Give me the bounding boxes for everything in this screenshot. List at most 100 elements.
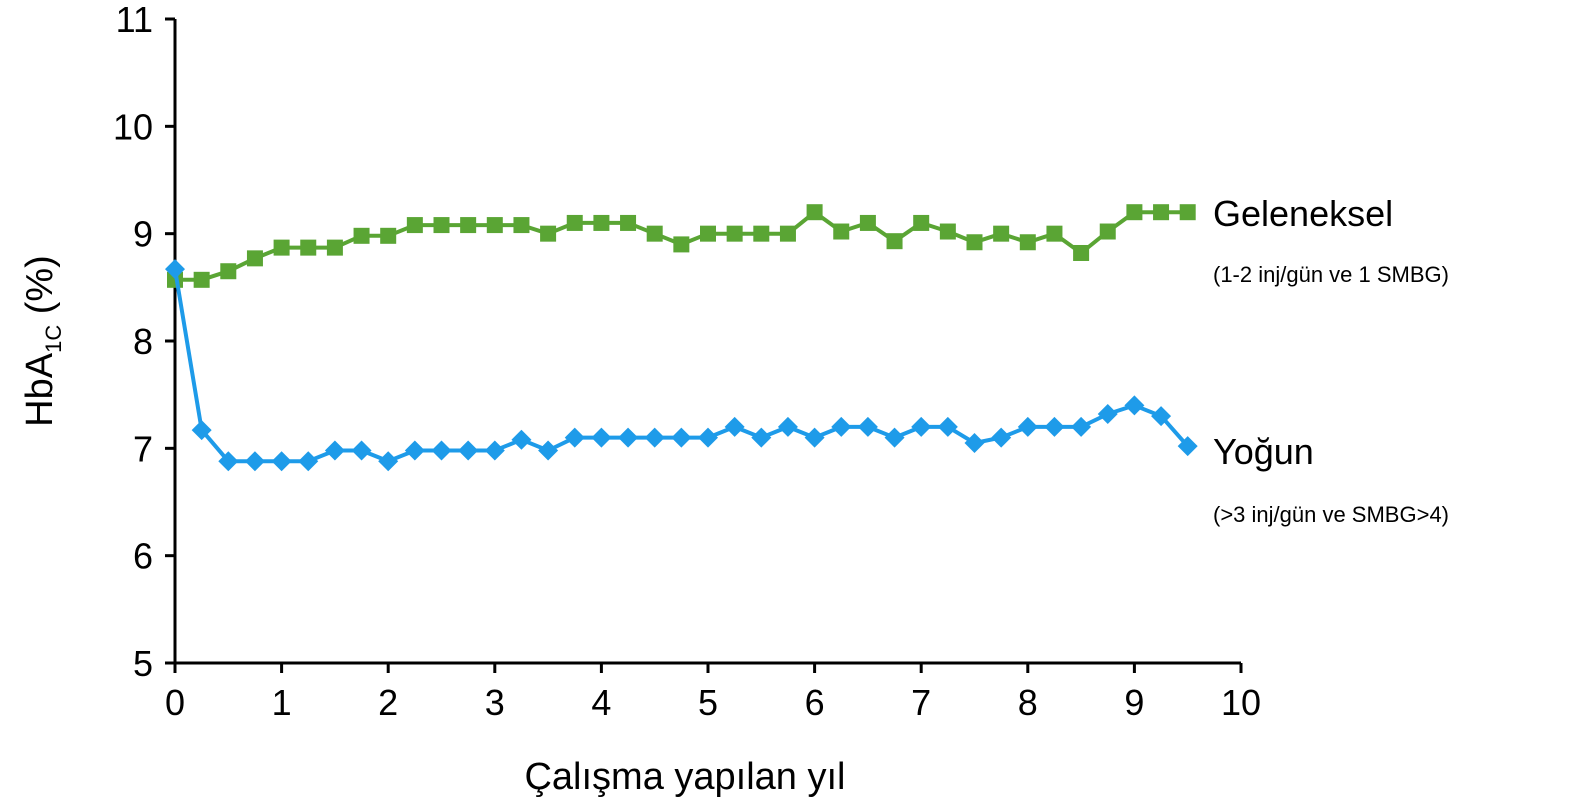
x-tick-label: 0 [165, 682, 185, 723]
x-tick-label: 10 [1221, 682, 1261, 723]
data-point [1177, 436, 1198, 457]
x-tick-label: 9 [1124, 682, 1144, 723]
data-point [966, 234, 983, 251]
data-point [698, 427, 718, 448]
data-point [591, 427, 612, 448]
data-point [298, 451, 319, 472]
data-point [1071, 416, 1092, 437]
data-point [326, 239, 343, 256]
y-tick-label: 8 [133, 321, 153, 362]
data-point [1073, 244, 1090, 261]
data-point [620, 214, 637, 231]
series-1 [165, 259, 1198, 472]
data-point [1126, 204, 1143, 221]
x-tick-label: 7 [911, 682, 931, 723]
y-axis-title-suffix: (%) [19, 255, 61, 325]
data-point [1151, 406, 1172, 427]
data-point [351, 440, 372, 461]
data-point [460, 217, 477, 234]
data-point [859, 214, 876, 231]
y-tick-label: 7 [133, 428, 153, 469]
y-tick-label: 11 [116, 0, 153, 40]
data-point [833, 223, 850, 240]
y-tick-label: 9 [133, 214, 153, 255]
series-layer [165, 204, 1198, 472]
data-point [564, 427, 585, 448]
data-point [246, 250, 263, 267]
data-point [777, 416, 798, 437]
svg-text:HbA1C (%): HbA1C (%) [19, 255, 66, 427]
data-point [806, 204, 823, 221]
data-point [964, 432, 985, 453]
data-point [1124, 395, 1145, 416]
data-point [458, 440, 479, 461]
data-point [353, 227, 370, 244]
x-tick-label: 4 [591, 682, 611, 723]
data-point [673, 236, 690, 253]
data-point [779, 225, 796, 242]
x-axis-title: Çalışma yapılan yıl [524, 756, 845, 798]
data-point [991, 427, 1012, 448]
series-name-label: Geleneksel [1213, 193, 1393, 234]
y-axis-title-prefix: HbA [19, 352, 61, 427]
data-point [993, 225, 1010, 242]
x-tick-label: 5 [698, 682, 718, 723]
data-point [484, 440, 505, 461]
data-point [726, 225, 743, 242]
data-point [378, 451, 399, 472]
x-tick-label: 6 [805, 682, 825, 723]
data-point [751, 427, 772, 448]
x-tick-label: 8 [1018, 682, 1038, 723]
data-point [1044, 416, 1065, 437]
data-point [300, 239, 317, 256]
data-point [271, 451, 292, 472]
data-point [1017, 416, 1038, 437]
data-point [433, 217, 450, 234]
data-point [886, 233, 903, 250]
data-point [939, 223, 956, 240]
series-name-label: Yoğun [1213, 431, 1314, 472]
data-point [1179, 204, 1196, 221]
y-axis-title: HbA1C (%) [19, 255, 66, 427]
data-point [380, 227, 397, 244]
data-point [404, 440, 425, 461]
data-point [486, 217, 503, 234]
data-point [857, 416, 878, 437]
data-point [724, 416, 745, 437]
y-axis-title-subscript: 1C [41, 325, 66, 353]
data-point [165, 259, 185, 280]
data-point [646, 225, 663, 242]
data-point [244, 451, 265, 472]
data-point [273, 239, 290, 256]
data-point [1099, 223, 1116, 240]
series-0 [167, 204, 1196, 288]
y-tick-label: 5 [133, 643, 153, 684]
data-point [831, 416, 852, 437]
data-point [220, 263, 237, 280]
data-point [1153, 204, 1170, 221]
data-point [324, 440, 345, 461]
x-tick-label: 3 [485, 682, 505, 723]
data-point [753, 225, 770, 242]
data-point [911, 416, 932, 437]
series-note-label: (>3 inj/gün ve SMBG>4) [1213, 502, 1449, 527]
data-point [884, 427, 905, 448]
data-point [566, 214, 583, 231]
data-point [193, 271, 210, 288]
data-point [913, 214, 930, 231]
x-tick-label: 2 [378, 682, 398, 723]
data-point [1046, 225, 1063, 242]
data-point [804, 427, 825, 448]
data-point [700, 225, 716, 242]
data-point [593, 214, 610, 231]
data-point [671, 427, 692, 448]
data-point [513, 217, 530, 234]
axes: 0 1 2 3 4 5 6 7 8 9 10 5 6 7 8 9 10 11 [113, 0, 1261, 723]
data-point [538, 440, 559, 461]
data-point [937, 416, 958, 437]
data-point [406, 217, 423, 234]
data-point [431, 440, 452, 461]
y-tick-label: 10 [113, 106, 153, 147]
series-note-label: (1-2 inj/gün ve 1 SMBG) [1213, 262, 1449, 287]
